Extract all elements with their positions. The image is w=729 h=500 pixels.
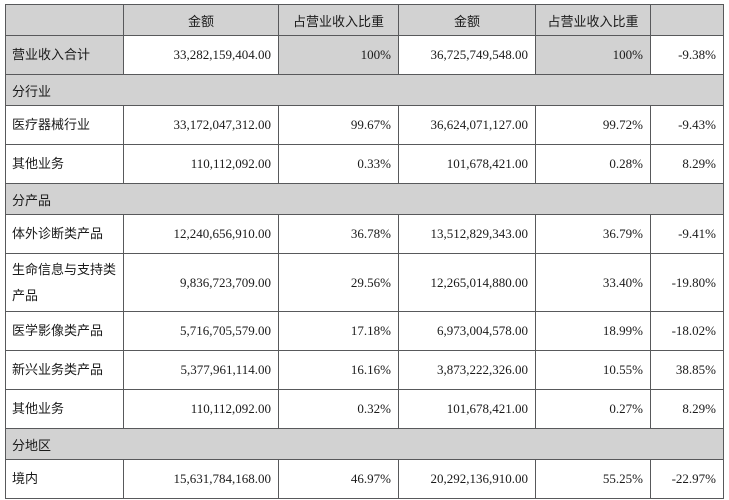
header-cell: 占营业收入比重 [278,4,399,36]
yoy-cell: 8.29% [650,144,724,184]
amount-cell: 17,650,375,236.00 [123,498,279,499]
section-row: 分地区 [5,428,724,460]
pct-cell: 16.16% [278,350,399,390]
amount-cell: 9,836,723,709.00 [123,253,279,312]
row-label: 营业收入合计 [5,35,124,75]
revenue-table-container: 金额 占营业收入比重 金额 占营业收入比重 营业收入合计 33,282,159,404.… [5,4,725,499]
amount-cell: 5,716,705,579.00 [123,311,279,351]
amount-cell: 36,725,749,548.00 [398,35,536,75]
yoy-cell: 8.29% [650,389,724,429]
pct-cell: 0.32% [278,389,399,429]
section-label: 分产品 [5,183,724,215]
section-label: 分行业 [5,74,724,106]
pct-cell: 29.56% [278,253,399,312]
pct-cell: 44.75% [535,498,651,499]
pct-cell: 100% [278,35,399,75]
amount-cell: 12,240,656,910.00 [123,214,279,254]
table-header: 金额 占营业收入比重 金额 占营业收入比重 [5,4,724,36]
table-body: 营业收入合计 33,282,159,404.00 100% 36,725,749,54… [5,35,724,499]
amount-cell: 110,112,092.00 [123,144,279,184]
pct-cell: 17.18% [278,311,399,351]
amount-cell: 101,678,421.00 [398,144,536,184]
header-cell: 占营业收入比重 [535,4,651,36]
header-cell-empty [5,4,124,36]
amount-cell: 36,624,071,127.00 [398,105,536,145]
amount-cell: 20,292,136,910.00 [398,459,536,499]
pct-cell: 18.99% [535,311,651,351]
data-row: 新兴业务类产品 5,377,961,114.00 16.16% 3,873,222,3… [5,350,724,390]
amount-cell: 110,112,092.00 [123,389,279,429]
header-cell-empty [650,4,724,36]
amount-cell: 6,973,004,578.00 [398,311,536,351]
row-label: 境外 [5,498,124,499]
header-cell: 金额 [123,4,279,36]
pct-cell: 0.28% [535,144,651,184]
amount-cell: 13,512,829,343.00 [398,214,536,254]
amount-cell: 12,265,014,880.00 [398,253,536,312]
amount-cell: 101,678,421.00 [398,389,536,429]
yoy-cell: -22.97% [650,459,724,499]
amount-cell: 33,282,159,404.00 [123,35,279,75]
pct-cell: 33.40% [535,253,651,312]
section-row: 分行业 [5,74,724,106]
yoy-cell: -19.80% [650,253,724,312]
pct-cell: 53.03% [278,498,399,499]
pct-cell: 46.97% [278,459,399,499]
section-label: 分地区 [5,428,724,460]
pct-cell: 99.72% [535,105,651,145]
yoy-cell: 38.85% [650,350,724,390]
pct-cell: 99.67% [278,105,399,145]
row-label: 其他业务 [5,144,124,184]
data-row: 其他业务 110,112,092.00 0.33% 101,678,421.00 0.2… [5,144,724,184]
data-row: 体外诊断类产品 12,240,656,910.00 36.78% 13,512,829… [5,214,724,254]
row-label: 医疗器械行业 [5,105,124,145]
section-row: 分产品 [5,183,724,215]
pct-cell: 55.25% [535,459,651,499]
row-label: 医学影像类产品 [5,311,124,351]
yoy-cell: -9.38% [650,35,724,75]
data-row: 境内 15,631,784,168.00 46.97% 20,292,136,910.… [5,459,724,499]
row-label: 新兴业务类产品 [5,350,124,390]
pct-cell: 0.27% [535,389,651,429]
data-row: 医疗器械行业 33,172,047,312.00 99.67% 36,624,071,… [5,105,724,145]
row-label: 体外诊断类产品 [5,214,124,254]
row-label: 境内 [5,459,124,499]
header-cell: 金额 [398,4,536,36]
pct-cell: 36.79% [535,214,651,254]
pct-cell: 100% [535,35,651,75]
pct-cell: 36.78% [278,214,399,254]
header-row: 金额 占营业收入比重 金额 占营业收入比重 [5,4,724,36]
row-label: 生命信息与支持类产品 [5,253,124,312]
yoy-cell: -9.41% [650,214,724,254]
amount-cell: 15,631,784,168.00 [123,459,279,499]
amount-cell: 5,377,961,114.00 [123,350,279,390]
amount-cell: 33,172,047,312.00 [123,105,279,145]
data-row: 生命信息与支持类产品 9,836,723,709.00 29.56% 12,265,0… [5,253,724,312]
pct-cell: 10.55% [535,350,651,390]
amount-cell: 16,433,612,638.00 [398,498,536,499]
data-row: 医学影像类产品 5,716,705,579.00 17.18% 6,973,004,5… [5,311,724,351]
data-row: 境外17,650,375,236.0053.03%16,433,612,638.… [5,498,724,499]
amount-cell: 3,873,222,326.00 [398,350,536,390]
pct-cell: 0.33% [278,144,399,184]
yoy-cell: 7.40% [650,498,724,499]
row-label: 其他业务 [5,389,124,429]
data-row: 营业收入合计 33,282,159,404.00 100% 36,725,749,54… [5,35,724,75]
data-row: 其他业务 110,112,092.00 0.32% 101,678,421.00 0.2… [5,389,724,429]
yoy-cell: -9.43% [650,105,724,145]
yoy-cell: -18.02% [650,311,724,351]
revenue-breakdown-table: 金额 占营业收入比重 金额 占营业收入比重 营业收入合计 33,282,159,404.… [5,4,724,499]
